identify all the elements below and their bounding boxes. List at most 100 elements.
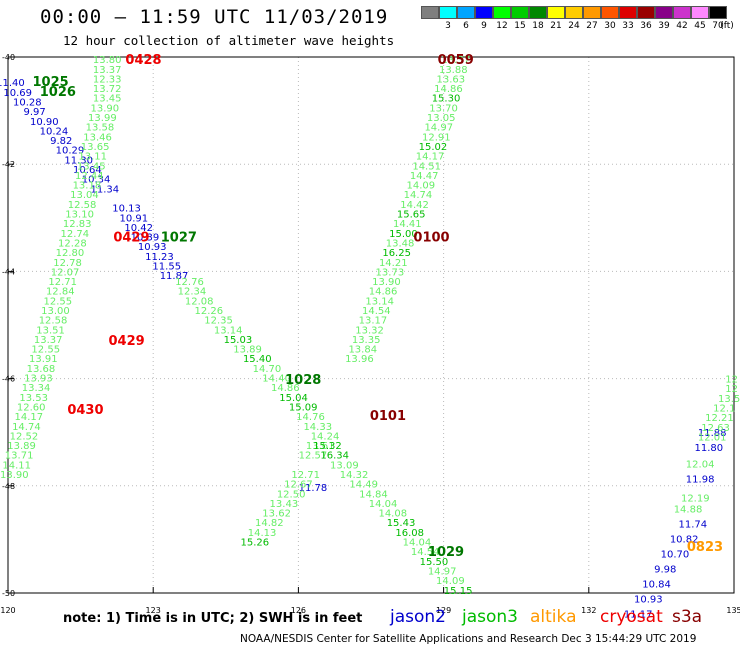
wave-height-value: 11.55 — [152, 262, 181, 273]
pass-time-label: 0101 — [370, 409, 406, 424]
wave-height-value: 14.97 — [424, 123, 453, 134]
wave-height-value: 13.89 — [7, 441, 36, 452]
wave-height-value: 13.34 — [22, 383, 51, 394]
wave-height-value: 12.58 — [68, 200, 97, 211]
wave-height-value: 15.40 — [243, 354, 272, 365]
wave-height-value: 13.45 — [93, 94, 122, 105]
wave-height-value: 10.93 — [138, 242, 167, 253]
legend-swatch — [475, 6, 493, 19]
wave-height-value: 16.34 — [320, 451, 349, 462]
wave-height-value: 10.34 — [82, 175, 111, 186]
legend-swatch — [673, 6, 691, 19]
wave-height-value: 12.21 — [705, 413, 734, 424]
wave-height-value: 11.40 — [0, 78, 25, 89]
legend-label: 70 — [712, 21, 724, 31]
wave-height-value: 12.83 — [63, 219, 92, 230]
x-tick-label: 132 — [581, 606, 596, 615]
wave-height-value: 11.23 — [145, 252, 174, 263]
wave-height-value: 10.24 — [40, 126, 69, 137]
wave-height-value: 15.03 — [224, 335, 253, 346]
pass-time-label: 1027 — [161, 231, 197, 246]
wave-height-value: 15.30 — [432, 94, 461, 105]
footer-note: note: 1) Time is in UTC; 2) SWH is in fe… — [63, 611, 363, 626]
wave-height-value: 14.86 — [369, 287, 398, 298]
pass-time-label: 0429 — [108, 334, 144, 349]
wave-height-value: 12.74 — [60, 229, 89, 240]
wave-height-values: 11.4010.6910.289.9710.9010.249.8210.2911… — [0, 55, 740, 620]
legend-label: 18 — [532, 21, 544, 31]
wave-height-value: 13.93 — [24, 374, 53, 385]
wave-height-value: 12.01 — [698, 432, 727, 443]
legend-label: 33 — [622, 21, 634, 31]
legend-label: 6 — [463, 21, 469, 31]
y-tick-label: -46 — [2, 375, 15, 384]
wave-height-value: 14.70 — [253, 364, 282, 375]
wave-height-value: 14.13 — [248, 528, 277, 539]
wave-height-value: 13.48 — [386, 238, 415, 249]
wave-height-value: 12.35 — [204, 316, 233, 327]
wave-height-value: 13.51 — [36, 325, 65, 336]
legend-swatch — [493, 6, 511, 19]
wave-height-value: 15.26 — [241, 538, 270, 549]
wave-height-value: 13.70 — [429, 103, 458, 114]
legend-swatch — [439, 6, 457, 19]
wave-height-value: 11.98 — [686, 474, 715, 485]
pass-time-label: 0430 — [67, 403, 103, 418]
wave-height-value: 10.91 — [120, 213, 149, 224]
wave-height-value: 13.43 — [270, 499, 299, 510]
wave-height-value: 14.09 — [407, 181, 436, 192]
legend-swatch — [529, 6, 547, 19]
legend-swatch — [691, 6, 709, 19]
legend-swatch — [421, 6, 439, 19]
wave-height-value: 14.74 — [12, 422, 41, 433]
wave-height-value: 13.17 — [359, 316, 388, 327]
plot-frame — [7, 56, 735, 594]
wave-height-value: 13.90 — [372, 277, 401, 288]
wave-height-value: 13.58 — [86, 123, 115, 134]
wave-height-value: 13.90 — [0, 470, 29, 481]
wave-height-value: 13.09 — [330, 460, 359, 471]
wave-height-value: 12.84 — [46, 287, 75, 298]
chart-subtitle: 12 hour collection of altimeter wave hei… — [63, 33, 395, 48]
wave-height-value: 10.29 — [56, 146, 85, 157]
legend-swatch — [547, 6, 565, 19]
wave-height-value: 10.82 — [670, 534, 699, 545]
wave-height-value: 13.14 — [365, 296, 394, 307]
wave-height-value: 13.65 — [81, 142, 110, 153]
wave-height-value: 12 — [725, 384, 738, 395]
wave-height-value: 13.62 — [262, 509, 291, 520]
wave-height-value: 13.84 — [348, 345, 377, 356]
wave-height-value: 13.11 — [78, 152, 107, 163]
pass-time-label: 0059 — [438, 53, 474, 68]
wave-height-value: 14.51 — [412, 161, 441, 172]
wave-height-value: 14.24 — [311, 431, 340, 442]
wave-height-value: 16.25 — [382, 248, 411, 259]
wave-height-value: 12.91 — [422, 132, 451, 143]
wave-height-value: 12.34 — [178, 287, 207, 298]
wave-height-value: 14.97 — [428, 566, 457, 577]
wave-height-value: 13.37 — [34, 335, 63, 346]
wave-height-value: 13.37 — [93, 65, 122, 76]
x-axis-ticks: 120 123 126 129 132 135 — [0, 587, 740, 615]
legend-swatch — [655, 6, 673, 19]
wave-height-value: 13.61 — [306, 441, 335, 452]
wave-height-value: 12.60 — [17, 402, 46, 413]
wave-height-value: 14.21 — [379, 258, 408, 269]
wave-height-value: 12.78 — [53, 258, 82, 269]
wave-height-value: 13.68 — [27, 364, 56, 375]
wave-height-value: 10.90 — [30, 117, 59, 128]
wave-height-value: 14.17 — [416, 152, 445, 163]
wave-height-value: 12.26 — [195, 306, 224, 317]
wave-height-value: 12.33 — [93, 74, 122, 85]
wave-height-value: 12.19 — [681, 494, 710, 505]
pass-time-label: 1029 — [428, 545, 464, 560]
legend-label: 3 — [445, 21, 451, 31]
wave-height-value: 14.84 — [359, 489, 388, 500]
wave-height-value: 13.5 — [718, 394, 740, 405]
legend-label: 12 — [496, 21, 508, 31]
wave-height-value: 12.07 — [51, 267, 80, 278]
wave-height-value: 12.55 — [31, 345, 60, 356]
y-tick-label: -44 — [2, 267, 15, 276]
wave-height-value: 10.70 — [661, 549, 690, 560]
jason2-track: 11.4010.6910.289.9710.9010.249.8210.2911… — [0, 78, 727, 620]
